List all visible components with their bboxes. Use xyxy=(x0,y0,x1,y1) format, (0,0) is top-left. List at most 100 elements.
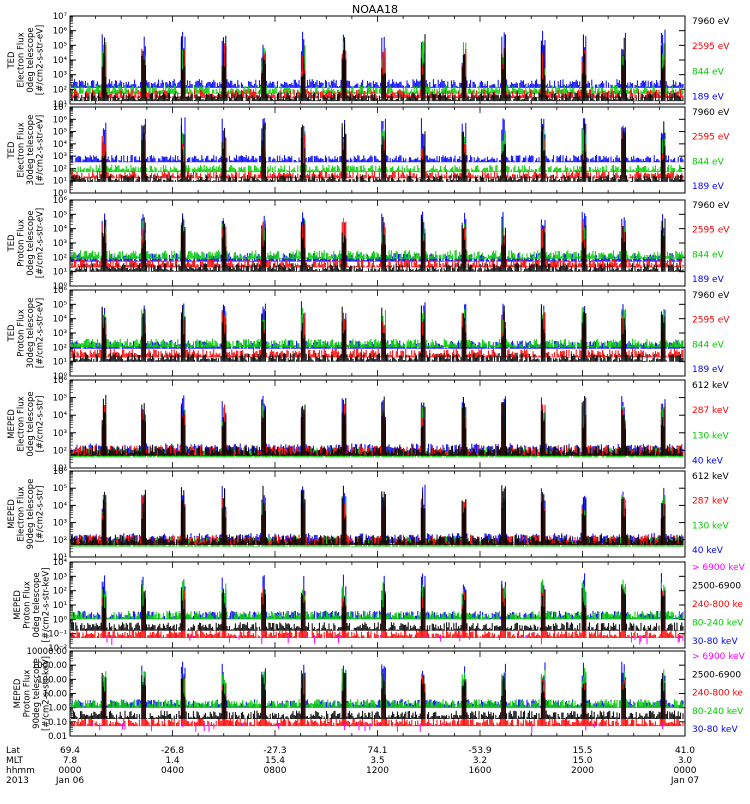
y-axis-label-line: 30deg telescope xyxy=(26,298,36,369)
legend-entry: 80-240 keV xyxy=(692,707,744,717)
legend-entry: 189 eV xyxy=(692,93,725,103)
traces xyxy=(71,117,684,182)
y-tick-label: 10⁰ xyxy=(53,189,68,199)
y-tick-label: 10⁵ xyxy=(53,394,67,404)
y-axis-label-line: [#/cm2-s-str-keV] xyxy=(42,568,52,643)
series-trace xyxy=(71,301,684,349)
panel-3: 10⁰ 10¹ 10² 10³ 10⁴ 10⁵ 10⁶ TEDProton Flux0deg … xyxy=(7,196,730,292)
y-axis-label-line: Proton Flux xyxy=(23,581,33,629)
legend-entry: 80-240 keV xyxy=(692,618,744,628)
y-axis-label-line: MEPED xyxy=(13,590,23,620)
series-trace xyxy=(71,128,684,173)
y-tick-label: 10⁰ xyxy=(53,282,68,292)
x-column-value: 0800 xyxy=(264,766,287,776)
y-tick-label: 10¹ xyxy=(53,358,67,368)
y-axis-label: TEDElectron Flux30deg telescope[#/cm2-s-… xyxy=(7,115,46,186)
y-tick-label: 10⁴ xyxy=(53,411,68,421)
series-trace xyxy=(71,311,684,358)
series-trace xyxy=(71,394,684,456)
x-column-value: 3.5 xyxy=(370,756,384,766)
y-axis-label: MEPEDElectron Flux0deg telescope[#/cm2-s… xyxy=(7,391,46,456)
y-axis-label: MEPEDProton Flux90deg telescope[#/cm2-s-… xyxy=(13,656,52,731)
legend-entry: 612 keV xyxy=(692,472,729,482)
y-tick-label: 10¹ xyxy=(53,464,67,474)
legend-entry: 2595 eV xyxy=(692,133,730,143)
panel-6: 10¹ 10² 10³ 10⁴ 10⁵ 10⁶ MEPEDElectron Flux90de… xyxy=(7,467,729,563)
panel-1: 10¹ 10² 10³ 10⁴ 10⁵ 10⁶ 10⁷ TEDElectron Flux0de… xyxy=(7,12,730,110)
legend-entry: 240-800 ke xyxy=(692,600,743,610)
x-column-value: 0400 xyxy=(161,766,184,776)
panel-frame xyxy=(69,199,686,287)
x-column-value: 15.0 xyxy=(572,756,592,766)
legend-entry: 2595 eV xyxy=(692,42,730,52)
series-trace xyxy=(71,668,684,708)
y-tick-label: 10⁴ xyxy=(53,315,68,325)
y-axis-label-line: Proton Flux xyxy=(23,670,33,718)
traces xyxy=(71,301,684,362)
y-tick-label: 10⁵ xyxy=(53,300,67,310)
x-column-value: 0000 xyxy=(674,766,697,776)
y-tick-label: 10⁷ xyxy=(53,12,68,22)
y-axis-label-line: MEPED xyxy=(7,409,17,439)
y-axis-label: TEDProton Flux30deg telescope[#/cm2-s-st… xyxy=(7,298,46,369)
panel-5: 10¹ 10² 10³ 10⁴ 10⁵ 10⁶ MEPEDElectron Flux0deg… xyxy=(7,376,729,474)
series-trace xyxy=(71,304,684,362)
y-axis-label-line: 0deg telescope xyxy=(26,27,36,92)
y-axis-label-line: [#/cm2-s-str-eV] xyxy=(36,25,46,95)
series-trace xyxy=(71,117,684,163)
y-tick-label: 10³ xyxy=(53,572,67,582)
series-trace xyxy=(71,217,684,259)
y-axis-label-line: TED xyxy=(7,234,17,253)
x-column-value: 3.0 xyxy=(678,756,693,766)
y-tick-label: 0.01 xyxy=(48,732,67,742)
y-axis-label-line: Electron Flux xyxy=(17,32,27,87)
legend-entry: 7960 eV xyxy=(692,108,730,118)
series-trace xyxy=(71,573,684,620)
y-axis-label-line: Electron Flux xyxy=(17,122,27,177)
y-tick-label: 10² xyxy=(53,587,67,597)
y-tick-label: 10³ xyxy=(53,519,67,529)
y-tick-label: 10¹ xyxy=(53,553,67,563)
legend-entry: 2500-6900 xyxy=(692,670,741,680)
series-trace xyxy=(71,215,684,272)
y-axis-label: MEPEDElectron Flux90deg telescope[#/cm2-… xyxy=(7,479,46,550)
y-tick-label: 10⁴ xyxy=(53,140,68,150)
y-tick-label: 10³ xyxy=(53,429,67,439)
y-axis-label-line: Proton Flux xyxy=(17,219,27,267)
legend-entry: 189 eV xyxy=(692,182,725,192)
legend-entry: 130 keV xyxy=(692,431,729,441)
y-tick-label: 1000.00 xyxy=(32,661,67,671)
y-axis-label-line: 30deg telescope xyxy=(26,115,36,186)
series-trace xyxy=(71,121,684,182)
y-tick-label: 10⁶ xyxy=(53,376,68,386)
panel-4: 10⁰ 10¹ 10² 10³ 10⁴ 10⁵ 10⁶ TEDProton Flux30deg… xyxy=(7,286,730,382)
y-tick-label: 10⁻¹ xyxy=(48,630,67,640)
y-tick-label: 10⁴ xyxy=(53,558,68,568)
x-row-label: hhmm xyxy=(6,766,35,776)
legend-entry: 287 keV xyxy=(692,406,729,416)
y-tick-label: 10³ xyxy=(53,152,67,162)
y-axis-label-line: [#/cm2-s-str-eV] xyxy=(36,298,46,368)
traces xyxy=(71,484,684,547)
y-axis-label-line: [#/cm2-s-str] xyxy=(36,396,46,453)
y-axis-label-line: 0deg telescope xyxy=(32,572,42,637)
x-row-label: MLT xyxy=(6,756,24,766)
y-axis-label-line: [#/cm2-s-str-eV] xyxy=(36,208,46,278)
legend-entry: 2595 eV xyxy=(692,316,730,326)
legend-entry: 844 eV xyxy=(692,250,725,260)
y-axis-label-line: TED xyxy=(7,141,17,160)
chart-title: NOAA18 xyxy=(352,3,398,16)
x-column-value: 3.2 xyxy=(473,756,487,766)
legend-entry: 844 eV xyxy=(692,157,725,167)
y-tick-label: 10⁵ xyxy=(53,128,67,138)
y-axis-label-line: TED xyxy=(7,51,17,70)
y-axis-label-line: [#/cm2-s-str] xyxy=(36,486,46,543)
y-axis-label-line: MEPED xyxy=(7,499,17,529)
legend-entry: 30-80 keV xyxy=(692,637,738,647)
y-tick-label: 10.00 xyxy=(43,690,67,700)
y-axis-label-line: Electron Flux xyxy=(17,396,27,451)
y-tick-label: 10³ xyxy=(53,71,67,81)
y-tick-label: 0.10 xyxy=(48,718,67,728)
series-trace xyxy=(71,661,684,708)
